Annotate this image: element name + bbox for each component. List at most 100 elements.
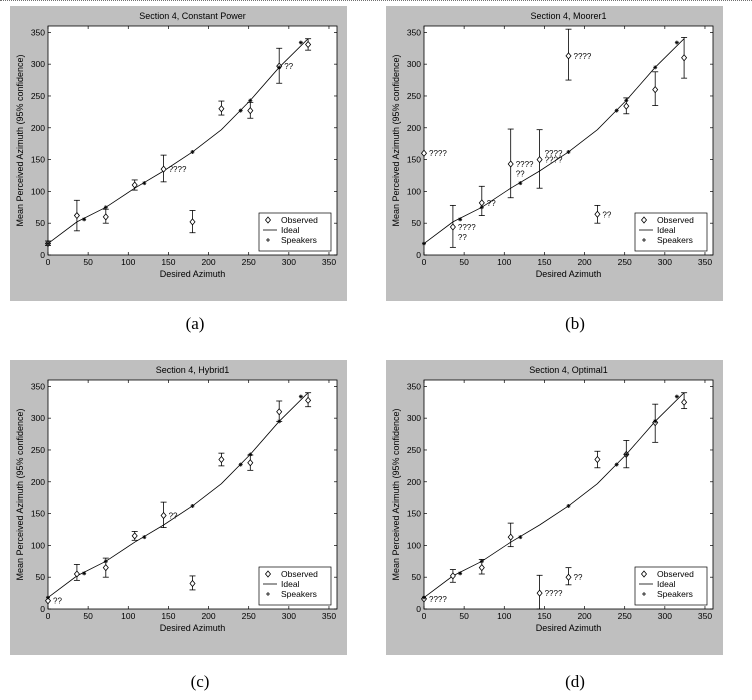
x-tick-label: 250 <box>618 257 632 267</box>
x-tick-label: 50 <box>459 611 469 621</box>
x-tick-label: 350 <box>698 611 712 621</box>
chart-panel-a: Section 4, Constant Power 0 50 100 150 200 250… <box>10 6 347 301</box>
legend-observed-marker <box>264 216 272 224</box>
y-tick-label: 150 <box>407 509 421 519</box>
x-tick-label: 100 <box>121 611 135 621</box>
y-tick-label: 0 <box>416 604 421 614</box>
observed-marker <box>160 511 167 520</box>
speaker-marker <box>614 462 619 467</box>
observed-marker <box>478 564 485 572</box>
ideal-line <box>423 392 685 598</box>
speaker-marker <box>82 571 86 576</box>
x-tick-label: 100 <box>497 257 511 267</box>
x-tick-label: 150 <box>161 611 175 621</box>
speaker-marker <box>82 217 86 222</box>
speaker-marker <box>624 98 629 103</box>
y-tick-label: 300 <box>407 413 421 423</box>
chart-panel-b: Section 4, Moorer1 0 50 100 150 200 250 300 350 0… <box>386 6 723 301</box>
observed-marker <box>189 579 196 588</box>
y-tick-label: 150 <box>31 509 45 519</box>
observed-marker <box>420 149 428 157</box>
y-tick-label: 50 <box>412 218 422 228</box>
x-tick-label: 350 <box>322 611 336 621</box>
observed-annotation: ???? <box>545 589 563 598</box>
observed-annotation: ???? <box>516 160 534 169</box>
speaker-marker <box>518 535 523 539</box>
speaker-marker <box>480 205 484 210</box>
y-tick-label: 150 <box>31 155 45 165</box>
observed-marker <box>189 218 196 226</box>
speaker-marker <box>299 40 303 45</box>
observed-marker <box>565 52 572 60</box>
x-tick-label: 350 <box>698 257 712 267</box>
speaker-marker <box>458 217 462 222</box>
x-axis-label: Desired Azimuth <box>536 623 602 633</box>
legend-speakers-label: Speakers <box>281 235 317 245</box>
chart-title: Section 4, Constant Power <box>139 11 246 21</box>
legend-observed-marker <box>264 570 272 578</box>
y-tick-label: 350 <box>31 27 45 37</box>
y-tick-label: 100 <box>407 186 421 196</box>
observed-annotation: ???? <box>458 223 476 232</box>
chart-a-plot: Section 4, Constant Power 0 50 100 150 200 250… <box>15 11 338 279</box>
observed-marker <box>73 211 80 220</box>
legend-box <box>634 212 708 252</box>
y-axis-label: Mean Perceived Azimuth (95% confidence) <box>391 54 401 226</box>
speaker-marker <box>46 241 50 246</box>
speaker-marker <box>277 65 281 70</box>
x-tick-label: 0 <box>46 611 51 621</box>
speaker-marker <box>104 205 108 210</box>
legend-ideal-label: Ideal <box>657 579 676 589</box>
x-axis-label: Desired Azimuth <box>160 623 226 633</box>
caption-c: (c) <box>190 672 210 691</box>
x-tick-label: 250 <box>618 611 632 621</box>
legend-speakers-label: Speakers <box>657 235 693 245</box>
speaker-marker <box>190 504 195 508</box>
observed-marker <box>507 160 514 168</box>
y-tick-label: 350 <box>407 27 421 37</box>
chart-c-plot: Section 4, Hybrid1 0 50 100 150 200 250 300 350 0… <box>15 365 338 633</box>
legend-box <box>634 566 708 606</box>
x-tick-label: 0 <box>422 257 427 267</box>
observed-marker <box>160 165 167 173</box>
y-tick-label: 0 <box>40 250 45 260</box>
legend-box <box>258 566 332 606</box>
y-tick-label: 150 <box>407 155 421 165</box>
caption-a: (a) <box>185 314 205 333</box>
observed-annotation: ?? <box>53 597 62 606</box>
speaker-marker <box>248 98 253 103</box>
observed-annotation: ?? <box>574 573 583 582</box>
y-axis-label: Mean Perceived Azimuth (95% confidence) <box>15 54 25 226</box>
speaker-marker <box>238 462 243 467</box>
speaker-marker <box>422 595 426 600</box>
x-axis-label: Desired Azimuth <box>160 269 226 279</box>
speaker-marker <box>566 150 571 154</box>
speaker-marker <box>299 394 303 399</box>
x-tick-label: 100 <box>497 611 511 621</box>
speaker-marker <box>518 181 523 185</box>
observed-marker <box>449 572 456 580</box>
observed-marker <box>247 106 254 115</box>
x-tick-label: 350 <box>322 257 336 267</box>
x-tick-label: 200 <box>577 611 591 621</box>
speaker-marker <box>480 559 484 564</box>
observed-annotation: ?? <box>169 511 178 520</box>
y-tick-label: 350 <box>31 381 45 391</box>
speaker-marker <box>142 535 147 539</box>
y-tick-label: 350 <box>407 381 421 391</box>
top-dotted-rule <box>0 0 752 1</box>
observed-marker <box>131 181 138 189</box>
y-tick-label: 0 <box>416 250 421 260</box>
legend-speakers-label: Speakers <box>281 589 317 599</box>
y-tick-label: 100 <box>31 540 45 550</box>
observed-marker <box>102 564 109 572</box>
x-tick-label: 50 <box>83 257 93 267</box>
observed-marker <box>73 570 80 578</box>
extra-annotation: ?? <box>458 233 467 242</box>
observed-marker <box>305 40 312 49</box>
observed-marker <box>652 85 659 94</box>
y-tick-label: 250 <box>407 445 421 455</box>
speaker-marker <box>566 504 571 508</box>
legend-speakers-label: Speakers <box>657 589 693 599</box>
y-tick-label: 250 <box>31 445 45 455</box>
